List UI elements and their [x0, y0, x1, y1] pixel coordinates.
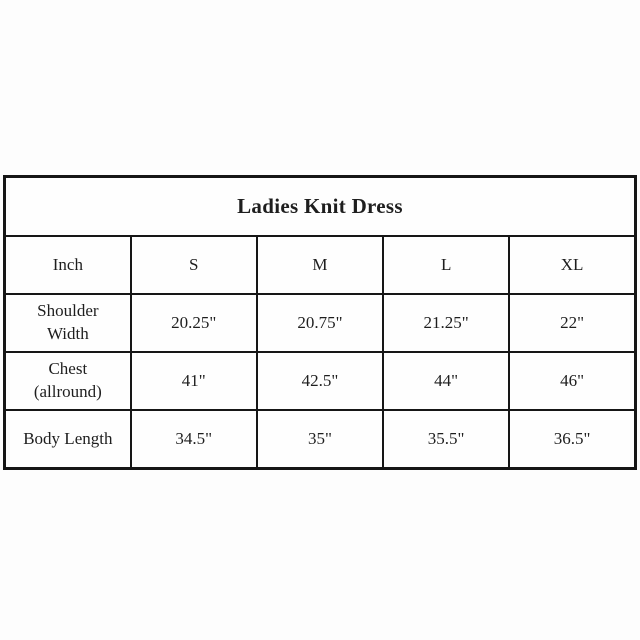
table-row-chest: Chest (allround) 41" 42.5" 44" 46"	[3, 351, 637, 411]
size-value-cell: 36.5"	[508, 409, 637, 470]
size-value-cell: 20.25"	[129, 293, 258, 353]
size-value-cell: 21.25"	[382, 293, 511, 353]
size-column-header-s: S	[129, 235, 258, 295]
size-value-cell: 35"	[255, 409, 385, 470]
row-label: Shoulder Width	[3, 293, 132, 353]
size-value-cell: 22"	[508, 293, 637, 353]
size-chart-table: Ladies Knit Dress Inch S M L XL Shoulder…	[3, 175, 637, 470]
size-value-cell: 42.5"	[255, 351, 385, 411]
size-value-cell: 41"	[129, 351, 258, 411]
size-value-cell: 34.5"	[129, 409, 258, 470]
size-column-header-m: M	[255, 235, 385, 295]
size-value-cell: 46"	[508, 351, 637, 411]
size-chart: Ladies Knit Dress Inch S M L XL Shoulder…	[3, 175, 637, 470]
row-label-line: Shoulder	[37, 301, 99, 321]
size-value-cell: 35.5"	[382, 409, 511, 470]
row-label: Chest (allround)	[3, 351, 132, 411]
row-label-line: Body Length	[23, 428, 113, 448]
size-value-cell: 44"	[382, 351, 511, 411]
table-row-shoulder-width: Shoulder Width 20.25" 20.75" 21.25" 22"	[3, 293, 637, 353]
unit-header-cell: Inch	[3, 235, 132, 295]
table-title-row: Ladies Knit Dress	[3, 175, 637, 237]
table-header-row: Inch S M L XL	[3, 235, 637, 295]
row-label: Body Length	[3, 409, 132, 470]
table-row-body-length: Body Length 34.5" 35" 35.5" 36.5"	[3, 409, 637, 470]
size-column-header-xl: XL	[508, 235, 637, 295]
row-label-line: Chest	[48, 359, 88, 379]
size-column-header-l: L	[382, 235, 511, 295]
row-label-line: Width	[46, 324, 89, 343]
size-value-cell: 20.75"	[255, 293, 385, 353]
row-label-line: (allround)	[33, 382, 102, 401]
chart-title: Ladies Knit Dress	[3, 175, 637, 237]
